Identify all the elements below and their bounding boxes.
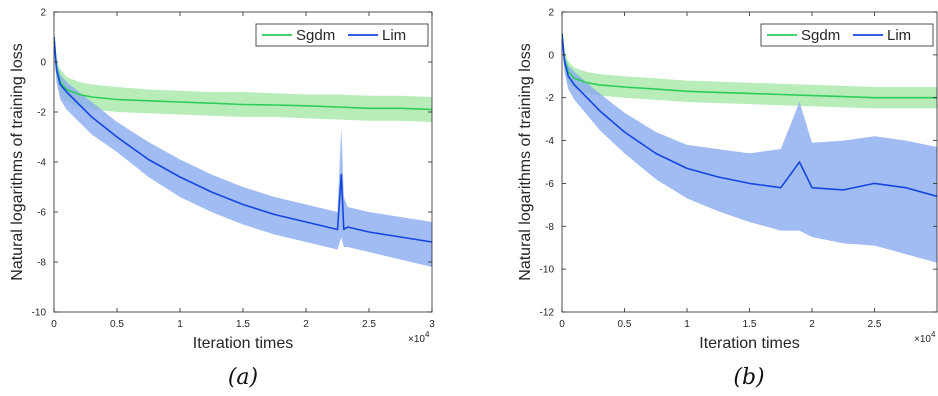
y-tick-label: 0 <box>40 58 46 69</box>
x-tick-label: 2.5 <box>362 319 376 330</box>
y-tick-label: -2 <box>545 93 554 104</box>
y-tick-label: -8 <box>37 258 46 269</box>
y-tick-label: -12 <box>540 308 555 319</box>
x-tick-label: 3 <box>429 319 435 330</box>
caption: (a) <box>228 365 258 390</box>
y-tick-label: -2 <box>37 108 46 119</box>
x-tick-label: 1.5 <box>236 319 250 330</box>
series-band-lim <box>54 37 432 267</box>
series-line-lim <box>54 36 432 243</box>
series-line-lim <box>562 33 937 198</box>
x-tick-label: 1 <box>684 319 690 330</box>
x-tick-label: 2 <box>809 319 815 330</box>
y-tick-label: 2 <box>40 8 46 19</box>
y-tick-label: -8 <box>545 222 554 233</box>
y-axis-label: Natural logarithms of training loss <box>9 43 26 280</box>
axes-frame <box>53 11 433 313</box>
y-tick-label: -4 <box>37 158 46 169</box>
legend-box <box>760 23 934 47</box>
x-axis-label: Iteration times <box>699 335 799 352</box>
legend: Sgdm Lim <box>255 23 429 47</box>
series-band-sgdm <box>54 37 432 122</box>
y-tick-label: -4 <box>545 136 554 147</box>
series-line-sgdm <box>54 36 432 111</box>
x-tick-label: 2 <box>303 319 309 330</box>
x-tick-label: 0.5 <box>618 319 632 330</box>
legend-label-lim: Lim <box>887 27 911 44</box>
x-tick-label: 1.5 <box>743 319 757 330</box>
x-tick-label: 2.5 <box>868 319 882 330</box>
legend-label-lim: Lim <box>382 27 406 44</box>
plot-area <box>562 33 937 263</box>
x-axis-label: Iteration times <box>193 335 293 352</box>
y-axis-label: Natural logarithms of training loss <box>517 43 534 280</box>
x-tick-label: 1 <box>177 319 183 330</box>
y-tick-label: 0 <box>548 50 554 61</box>
chart-b: 0 0.5 1 1.5 2 2.5 2 0 -2 -4 -6 -8 -10 -12 ×104 Iteratio… <box>517 8 938 390</box>
y-tick-label: -6 <box>37 208 46 219</box>
caption: (b) <box>733 365 764 390</box>
legend-label-sgdm: Sgdm <box>801 27 840 44</box>
y-tick-label: -10 <box>540 265 555 276</box>
y-tick-label: -10 <box>32 308 47 319</box>
plot-area <box>54 36 432 267</box>
x-tick-label: 0.5 <box>110 319 124 330</box>
series-line-sgdm <box>562 33 937 99</box>
x-exponent-label: ×104 <box>914 330 936 345</box>
legend-box <box>255 23 429 47</box>
y-tick-label: -6 <box>545 179 554 190</box>
chart-a: 0 0.5 1 1.5 2 2.5 3 2 0 -2 -4 -6 -8 -10 ×104 Iteration … <box>9 8 435 391</box>
x-tick-label: 0 <box>51 319 57 330</box>
x-exponent-label: ×104 <box>408 330 430 345</box>
legend-label-sgdm: Sgdm <box>296 27 335 44</box>
y-tick-label: 2 <box>548 8 554 19</box>
series-band-lim <box>562 33 937 263</box>
x-tick-label: 0 <box>559 319 565 330</box>
legend: Sgdm Lim <box>760 23 934 47</box>
